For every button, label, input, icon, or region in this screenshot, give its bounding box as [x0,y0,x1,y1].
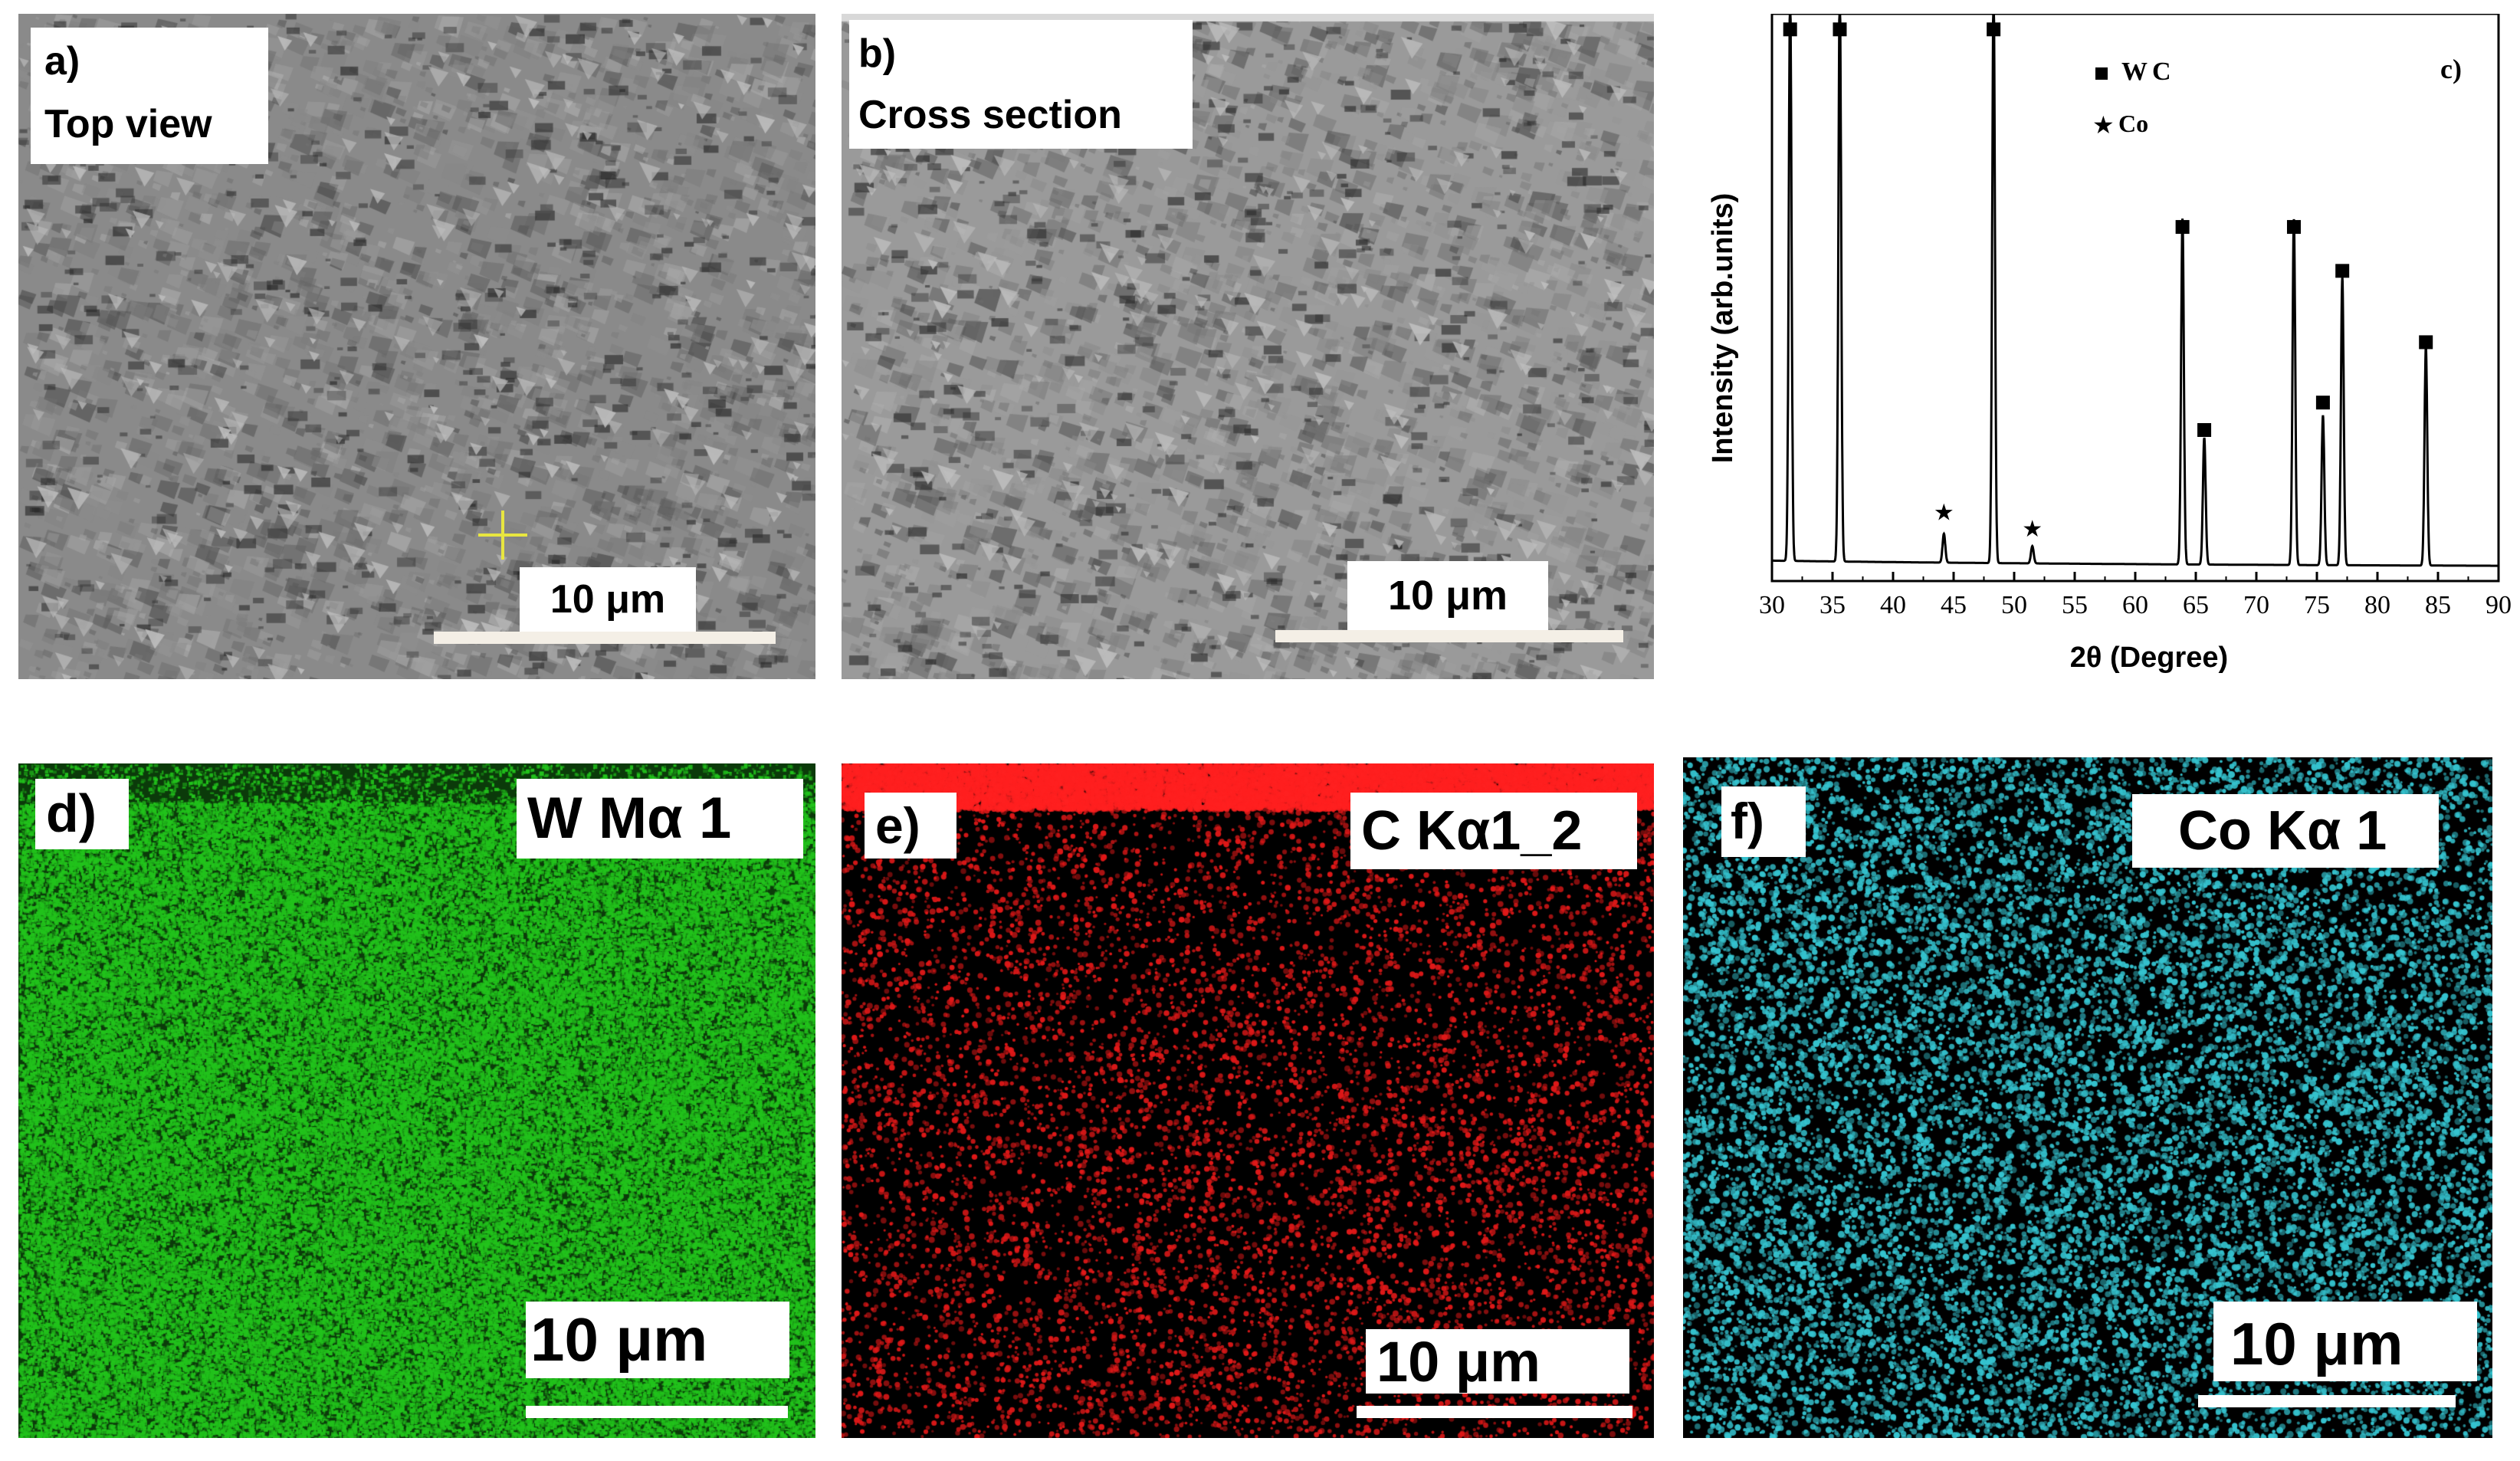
x-tick-label: 50 [2001,591,2027,619]
x-tick-label: 40 [1880,591,1906,619]
sem-top-view-panel: a) Top view 10 μm [18,14,815,679]
panel-d-scale-bar [526,1406,788,1418]
panel-d-letter: d) [35,779,129,849]
wc-peak-marker [2286,220,2301,235]
x-tick-label: 70 [2243,591,2269,619]
panel-e-letter: e) [865,793,956,859]
co-peak-marker: ★ [1934,500,1954,525]
x-tick-label: 55 [2062,591,2088,619]
legend-co-marker: ★ [2092,111,2115,139]
panel-f-scale-bar [2198,1395,2456,1407]
xrd-chart: 30 35 40 45 50 55 60 65 70 75 80 85 90 ★ ★ Intensity (… [1707,14,2512,674]
wc-peak-marker [2335,264,2350,278]
panel-a-caption: Top view [44,102,212,146]
panel-e-scale-label: 10 μm [1366,1329,1629,1394]
x-tick-label: 30 [1759,591,1785,619]
wc-peak-marker [2419,335,2433,350]
panel-b-scale-label: 10 μm [1347,561,1548,630]
xrd-y-axis-label: Intensity (arb.units) [1707,193,1739,464]
x-tick-label: 35 [1819,591,1846,619]
panel-a-letter: a) [44,39,80,84]
eds-map-c-image [842,763,1654,1438]
co-peak-marker: ★ [2022,517,2043,542]
panel-b-letter: b) [858,31,897,76]
wc-peak-marker [2197,423,2212,437]
wc-peak-marker [1987,22,2001,37]
panel-b-scale-bar [1275,630,1623,642]
sem-cross-section-panel: b) Cross section 10 μm [842,14,1654,679]
panel-f-element-label: Co Kα 1 [2132,794,2439,868]
x-tick-label: 75 [2304,591,2330,619]
xrd-x-axis-label: 2θ (Degree) [2070,642,2228,674]
panel-a-scale-label: 10 μm [520,567,696,632]
x-tick-label: 80 [2364,591,2390,619]
legend-wc-label: WC [2121,57,2176,86]
panel-a-scale-bar [434,632,776,644]
wc-peak-marker [1833,22,1847,37]
panel-d-scale-label: 10 μm [526,1302,789,1378]
xrd-legend: WC ★ Co [2092,57,2176,139]
x-tick-label: 60 [2122,591,2148,619]
xrd-plot-frame [1770,14,2500,583]
xrd-pattern-line [1772,14,2499,567]
x-tick-label: 45 [1941,591,1967,619]
xrd-panel-label: c) [2440,54,2462,84]
legend-wc-marker [2095,67,2108,80]
wc-peak-marker [2315,396,2330,410]
eds-map-w-panel: d) W Mα 1 10 μm [18,763,815,1438]
x-tick-label: 85 [2425,591,2451,619]
eds-map-co-panel: f) Co Kα 1 10 μm [1683,757,2492,1438]
x-tick-label: 65 [2183,591,2209,619]
crosshair-marker [478,511,527,560]
panel-f-letter: f) [1721,786,1806,857]
panel-d-element-label: W Mα 1 [517,779,803,859]
panel-f-scale-label: 10 μm [2213,1302,2477,1381]
panel-e-element-label: C Kα1_2 [1350,793,1637,869]
panel-e-scale-bar [1357,1406,1632,1418]
wc-peak-marker [1783,22,1797,37]
wc-peak-marker [2175,220,2190,235]
eds-map-c-panel: e) C Kα1_2 10 μm [842,763,1654,1438]
panel-b-label-box: b) Cross section [849,20,1193,149]
panel-b-caption: Cross section [858,93,1122,137]
x-tick-label: 90 [2486,591,2512,619]
panel-a-label-box: a) Top view [31,28,268,164]
legend-co-label: Co [2118,110,2148,137]
